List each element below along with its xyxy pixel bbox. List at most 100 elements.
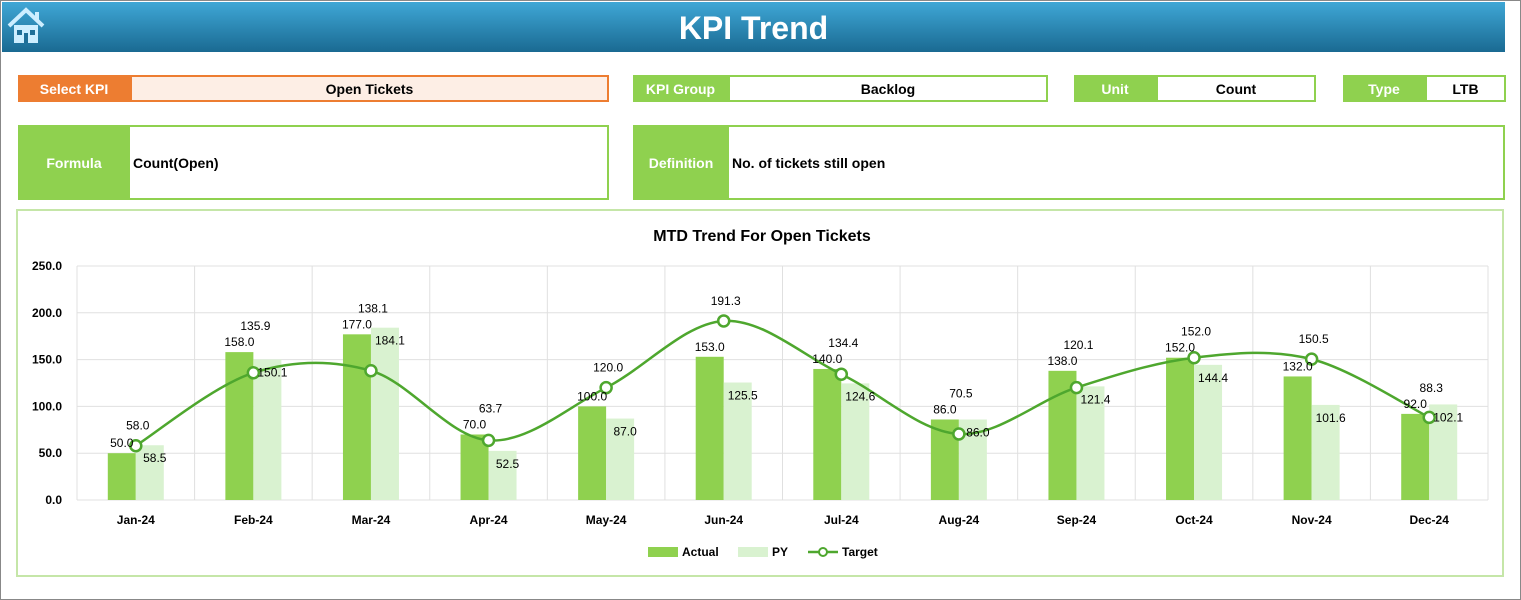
data-label-py: 144.4 <box>1198 371 1228 385</box>
target-point[interactable] <box>716 314 731 328</box>
data-label-actual: 50.0 <box>110 436 134 450</box>
data-label-target: 120.0 <box>593 361 623 375</box>
x-tick-label: Aug-24 <box>939 513 980 527</box>
data-label-py: 124.6 <box>845 389 875 403</box>
data-label-target: 150.5 <box>1299 332 1329 346</box>
data-label-py: 58.5 <box>143 451 167 465</box>
type-value: LTB <box>1425 75 1506 102</box>
data-label-actual: 86.0 <box>933 403 957 417</box>
target-point[interactable] <box>1304 352 1319 366</box>
legend-swatch <box>648 547 678 557</box>
page-title: KPI Trend <box>678 10 829 46</box>
data-label-actual: 70.0 <box>463 417 487 431</box>
data-label-actual: 92.0 <box>1404 397 1428 411</box>
home-icon[interactable] <box>6 6 46 46</box>
chart-title: MTD Trend For Open Tickets <box>653 228 871 245</box>
target-point[interactable] <box>1069 380 1084 395</box>
data-label-actual: 153.0 <box>695 340 725 354</box>
data-label-py: 184.1 <box>375 334 405 348</box>
target-point[interactable] <box>952 427 966 441</box>
target-point[interactable] <box>1187 350 1201 365</box>
data-label-py: 125.5 <box>728 389 758 403</box>
x-tick-label: Nov-24 <box>1292 513 1332 527</box>
data-label-target: 58.0 <box>126 419 150 433</box>
data-label-py: 52.5 <box>496 457 520 471</box>
select-kpi-dropdown[interactable]: Open Tickets <box>130 75 609 102</box>
y-tick-label: 50.0 <box>39 446 63 460</box>
data-label-target: 70.5 <box>949 387 973 401</box>
x-tick-label: Dec-24 <box>1410 513 1450 527</box>
data-label-py: 102.1 <box>1433 410 1463 424</box>
bar-actual[interactable] <box>342 334 371 500</box>
formula-value: Count(Open) <box>128 125 609 200</box>
bar-actual[interactable] <box>813 368 842 500</box>
x-tick-label: Sep-24 <box>1057 513 1097 527</box>
target-point[interactable] <box>834 367 849 381</box>
definition-label: Definition <box>633 125 729 200</box>
bar-py[interactable] <box>370 327 399 500</box>
header-bar: KPI Trend <box>2 2 1505 52</box>
data-label-target: 134.4 <box>828 336 858 350</box>
data-label-py: 86.0 <box>966 426 990 440</box>
definition-value: No. of tickets still open <box>727 125 1505 200</box>
data-label-actual: 132.0 <box>1283 359 1313 373</box>
formula-label: Formula <box>18 125 130 200</box>
y-tick-label: 100.0 <box>32 399 62 413</box>
target-point[interactable] <box>129 438 143 453</box>
data-label-target: 120.1 <box>1063 338 1093 352</box>
legend-label: PY <box>772 545 788 559</box>
y-tick-label: 0.0 <box>45 493 62 507</box>
bar-actual[interactable] <box>107 453 136 500</box>
x-tick-label: Apr-24 <box>470 513 508 527</box>
bar-actual[interactable] <box>1166 357 1195 500</box>
bar-py[interactable] <box>841 383 870 500</box>
bar-actual[interactable] <box>460 434 489 500</box>
bar-py[interactable] <box>606 418 635 500</box>
data-label-actual: 140.0 <box>812 352 842 366</box>
type-label: Type <box>1343 75 1425 102</box>
legend-swatch <box>738 547 768 557</box>
bar-py[interactable] <box>1311 404 1340 500</box>
x-tick-label: May-24 <box>586 513 627 527</box>
data-label-actual: 152.0 <box>1165 341 1195 355</box>
legend-label: Actual <box>682 545 719 559</box>
data-label-target: 138.1 <box>358 301 388 315</box>
data-label-actual: 177.0 <box>342 317 372 331</box>
bar-py[interactable] <box>1076 386 1105 500</box>
bar-py[interactable] <box>1194 364 1223 500</box>
bar-actual[interactable] <box>1283 376 1312 500</box>
x-tick-label: Mar-24 <box>352 513 391 527</box>
target-point[interactable] <box>364 363 378 378</box>
kpi-group-value: Backlog <box>728 75 1048 102</box>
target-point[interactable] <box>246 366 261 380</box>
target-point[interactable] <box>481 433 496 448</box>
unit-value: Count <box>1156 75 1316 102</box>
y-tick-label: 250.0 <box>32 259 62 273</box>
legend-marker <box>818 547 828 557</box>
data-label-py: 121.4 <box>1080 392 1110 406</box>
bar-py[interactable] <box>135 445 164 500</box>
target-point[interactable] <box>599 380 613 395</box>
data-label-py: 101.6 <box>1316 411 1346 425</box>
data-label-actual: 100.0 <box>577 389 607 403</box>
bar-actual[interactable] <box>1401 413 1430 500</box>
data-label-py: 87.0 <box>613 425 637 439</box>
bar-py[interactable] <box>723 382 752 500</box>
data-label-actual: 158.0 <box>224 335 254 349</box>
data-label-py: 150.1 <box>257 366 287 380</box>
bar-actual[interactable] <box>578 406 607 500</box>
data-label-target: 191.3 <box>711 294 741 308</box>
bar-py[interactable] <box>253 359 282 500</box>
x-tick-label: Oct-24 <box>1175 513 1213 527</box>
x-tick-label: Jan-24 <box>117 513 155 527</box>
bar-py[interactable] <box>488 450 517 500</box>
select-kpi-label: Select KPI <box>18 75 130 102</box>
data-label-target: 88.3 <box>1420 381 1444 395</box>
x-tick-label: Jul-24 <box>824 513 859 527</box>
x-tick-label: Feb-24 <box>234 513 273 527</box>
data-label-target: 63.7 <box>479 401 503 415</box>
y-tick-label: 150.0 <box>32 353 62 367</box>
target-point[interactable] <box>1422 410 1436 425</box>
bar-actual[interactable] <box>695 356 724 500</box>
